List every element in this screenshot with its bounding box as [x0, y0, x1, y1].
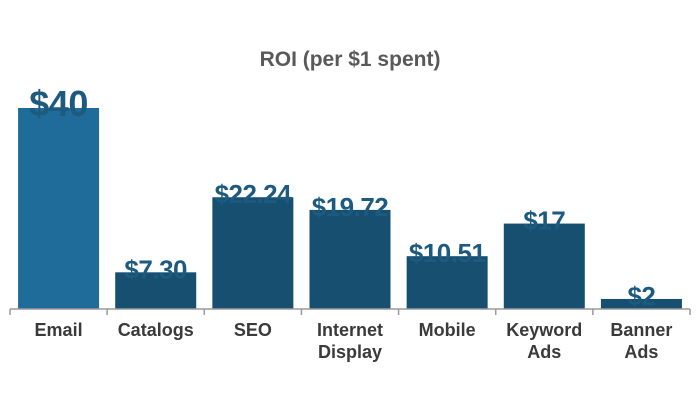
- category-label-line: Banner: [610, 320, 672, 340]
- value-label-6: $2: [627, 281, 655, 311]
- value-label-5: $17: [523, 206, 565, 236]
- category-label-0: Email: [35, 320, 83, 340]
- value-label-2: $22.24: [215, 179, 293, 209]
- bar-2: [212, 197, 294, 309]
- category-label-5: Keyword Ads: [506, 320, 582, 362]
- category-label-2: SEO: [234, 320, 272, 340]
- category-label-line: Ads: [624, 342, 658, 362]
- category-label-1: Catalogs: [118, 320, 194, 340]
- chart-title: ROI (per $1 spent): [260, 48, 441, 71]
- value-label-1: $7.30: [124, 254, 187, 284]
- category-label-3: Internet Display: [317, 320, 383, 362]
- category-labels-group: Email Catalogs SEO Internet Display Mobile Key…: [35, 320, 673, 362]
- bar-0: [18, 108, 100, 309]
- value-label-0: $40: [29, 83, 88, 124]
- value-label-4: $10.51: [409, 238, 486, 268]
- bar-3: [309, 209, 391, 309]
- x-axis-ticks: [9, 309, 691, 315]
- category-label-line: Email: [35, 320, 83, 340]
- category-label-line: Ads: [527, 342, 561, 362]
- value-labels-group: $40 $7.30 $22.24 $19.72 $10.51 $17 $2: [29, 83, 656, 311]
- category-label-4: Mobile: [419, 320, 476, 340]
- bar-6: [600, 298, 682, 309]
- category-label-line: Keyword: [506, 320, 582, 340]
- category-label-line: Mobile: [419, 320, 476, 340]
- bar-4: [406, 256, 488, 309]
- value-label-3: $19.72: [312, 192, 389, 222]
- category-label-line: Display: [318, 342, 382, 362]
- category-label-6: Banner Ads: [610, 320, 672, 362]
- bar-1: [115, 272, 197, 309]
- bar-5: [503, 223, 585, 309]
- category-label-line: Internet: [317, 320, 383, 340]
- category-label-line: SEO: [234, 320, 272, 340]
- category-label-line: Catalogs: [118, 320, 194, 340]
- bars-group: [18, 108, 682, 309]
